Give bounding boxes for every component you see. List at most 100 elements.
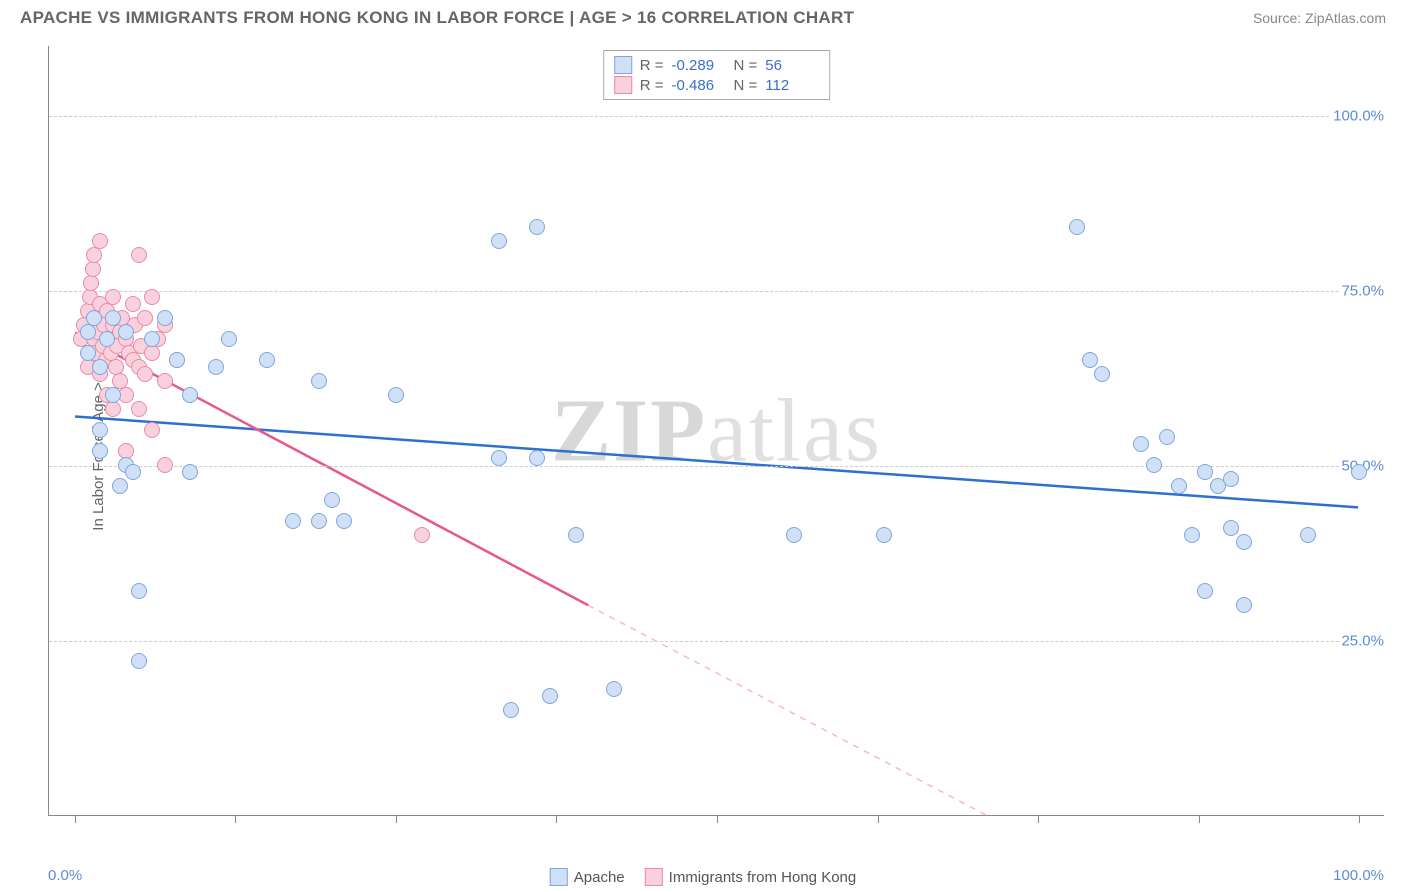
- hk-point: [85, 261, 101, 277]
- apache-point: [80, 324, 96, 340]
- n-label: N =: [734, 77, 758, 94]
- hk-point: [125, 296, 141, 312]
- apache-point: [118, 324, 134, 340]
- hk-point: [144, 289, 160, 305]
- x-axis-min-label: 0.0%: [48, 867, 82, 884]
- apache-point: [131, 583, 147, 599]
- apache-point: [157, 310, 173, 326]
- hk-point: [86, 247, 102, 263]
- apache-point: [1223, 520, 1239, 536]
- apache-point: [786, 527, 802, 543]
- gridline-h: [49, 641, 1384, 642]
- apache-point: [529, 450, 545, 466]
- apache-point: [1300, 527, 1316, 543]
- apache-point: [182, 464, 198, 480]
- hk-point: [83, 275, 99, 291]
- hk-point: [157, 457, 173, 473]
- x-tick: [878, 815, 879, 823]
- apache-point: [221, 331, 237, 347]
- n-label: N =: [734, 57, 758, 74]
- apache-point: [80, 345, 96, 361]
- apache-point: [1197, 583, 1213, 599]
- apache-point: [92, 422, 108, 438]
- hk-point: [92, 233, 108, 249]
- apache-point: [1236, 597, 1252, 613]
- x-tick: [75, 815, 76, 823]
- hk-point: [157, 373, 173, 389]
- y-tick-label: 75.0%: [1339, 283, 1386, 300]
- apache-point: [324, 492, 340, 508]
- n-value: 56: [765, 57, 819, 74]
- legend-label: Apache: [574, 869, 625, 886]
- x-tick: [1038, 815, 1039, 823]
- apache-point: [182, 387, 198, 403]
- apache-point: [92, 443, 108, 459]
- x-tick: [1359, 815, 1360, 823]
- legend-label: Immigrants from Hong Kong: [669, 869, 857, 886]
- apache-point: [112, 478, 128, 494]
- apache-point: [1351, 464, 1367, 480]
- apache-point: [542, 688, 558, 704]
- apache-point: [336, 513, 352, 529]
- r-value: -0.486: [672, 77, 726, 94]
- apache-point: [311, 373, 327, 389]
- apache-point: [1146, 457, 1162, 473]
- apache-point: [131, 653, 147, 669]
- hk-point: [131, 401, 147, 417]
- hk-point: [137, 310, 153, 326]
- source-label: Source: ZipAtlas.com: [1253, 10, 1386, 26]
- chart-title: APACHE VS IMMIGRANTS FROM HONG KONG IN L…: [20, 8, 854, 28]
- apache-point: [99, 331, 115, 347]
- apache-point: [1223, 471, 1239, 487]
- hk-point: [144, 422, 160, 438]
- hk-point: [137, 366, 153, 382]
- apache-point: [311, 513, 327, 529]
- r-label: R =: [640, 77, 664, 94]
- apache-point: [105, 387, 121, 403]
- apache-point: [259, 352, 275, 368]
- correlation-legend: R = -0.289 N = 56R = -0.486 N = 112: [603, 50, 831, 100]
- apache-point: [568, 527, 584, 543]
- apache-point: [1197, 464, 1213, 480]
- legend-stat-row: R = -0.486 N = 112: [614, 75, 820, 95]
- apache-point: [388, 387, 404, 403]
- series-legend: Apache Immigrants from Hong Kong: [550, 868, 856, 886]
- hk-point: [105, 401, 121, 417]
- legend-swatch: [645, 868, 663, 886]
- apache-point: [86, 310, 102, 326]
- apache-point: [1159, 429, 1175, 445]
- apache-point: [491, 233, 507, 249]
- hk-point: [414, 527, 430, 543]
- hk-point: [105, 289, 121, 305]
- apache-point: [169, 352, 185, 368]
- hk-point: [144, 345, 160, 361]
- apache-point: [1094, 366, 1110, 382]
- apache-point: [529, 219, 545, 235]
- legend-swatch: [614, 76, 632, 94]
- gridline-h: [49, 291, 1384, 292]
- apache-point: [606, 681, 622, 697]
- x-tick: [717, 815, 718, 823]
- apache-point: [92, 359, 108, 375]
- apache-point: [503, 702, 519, 718]
- y-tick-label: 25.0%: [1339, 633, 1386, 650]
- legend-stat-row: R =-0.289N =56: [614, 55, 820, 75]
- x-tick: [556, 815, 557, 823]
- apache-point: [491, 450, 507, 466]
- r-value: -0.289: [672, 57, 726, 74]
- apache-point: [876, 527, 892, 543]
- y-tick-label: 100.0%: [1331, 108, 1386, 125]
- legend-item: Immigrants from Hong Kong: [645, 868, 857, 886]
- hk-point: [131, 247, 147, 263]
- legend-swatch: [614, 56, 632, 74]
- legend-swatch: [550, 868, 568, 886]
- apache-point: [1069, 219, 1085, 235]
- apache-point: [208, 359, 224, 375]
- apache-point: [105, 310, 121, 326]
- apache-point: [1082, 352, 1098, 368]
- apache-point: [1236, 534, 1252, 550]
- legend-item: Apache: [550, 868, 625, 886]
- x-axis-max-label: 100.0%: [1333, 867, 1384, 884]
- apache-point: [125, 464, 141, 480]
- n-value: 112: [765, 77, 819, 94]
